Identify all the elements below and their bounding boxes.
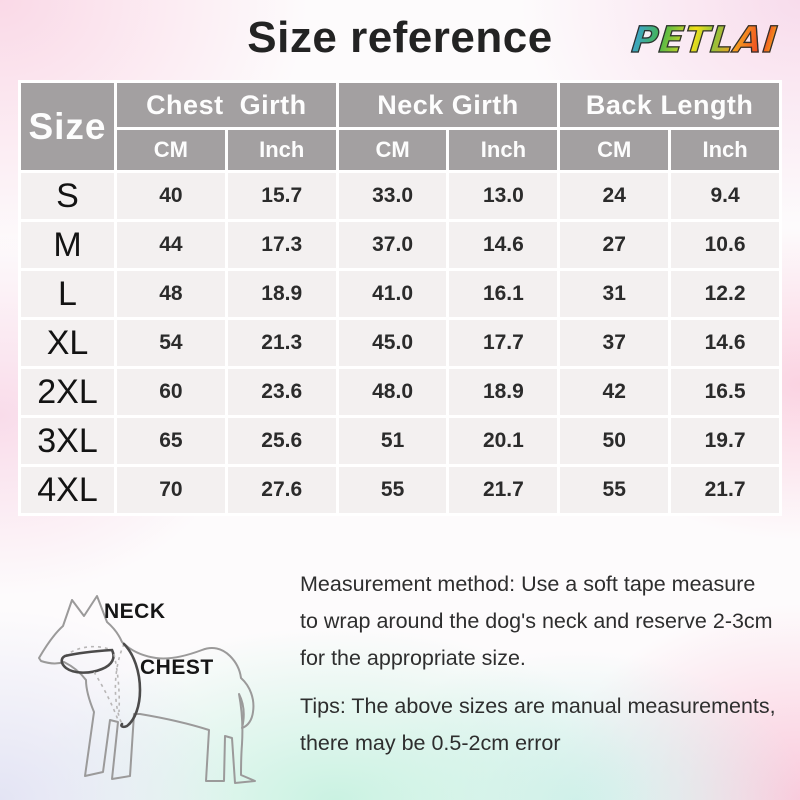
measurement-cell: 21.3 [227,320,336,366]
col-header-size: Size [21,83,114,170]
chest-label: CHEST [140,656,214,679]
measurement-cell: 51 [338,418,447,464]
measurement-cell: 48 [117,271,225,317]
measurement-cell: 21.7 [671,467,779,513]
measurement-line-2: to wrap around the dog's neck and reserv… [300,609,773,633]
measurement-cell: 16.5 [671,369,779,415]
measurement-cell: 27.6 [227,467,336,513]
col-header-chest-inch: Inch [227,130,336,170]
measurement-cell: 9.4 [671,173,779,219]
table-header-group-row: Size Chest Girth Neck Girth Back Length [21,83,779,170]
measurement-method-text: Measurement method: Use a soft tape meas… [300,566,778,677]
size-table: Size Chest Girth Neck Girth Back Length … [18,80,782,516]
col-header-neck-cm: CM [338,130,447,170]
page-title: Size reference [247,13,553,62]
size-table-body: S 40 15.7 33.0 13.0 24 9.4 M 44 17.3 37.0 14.6 27 10.… [21,173,779,513]
measurement-cell: 27 [560,222,669,268]
measurement-cell: 14.6 [671,320,779,366]
neck-label: NECK [104,600,166,623]
notes-section: Measurement method: Use a soft tape meas… [300,566,778,762]
size-label: 4XL [21,467,114,513]
measurement-cell: 31 [560,271,669,317]
table-row: M 44 17.3 37.0 14.6 27 10.6 [21,222,779,268]
measurement-cell: 13.0 [449,173,558,219]
size-label: 2XL [21,369,114,415]
size-label: S [21,173,114,219]
measurement-line-3: for the appropriate size. [300,646,526,670]
measurement-cell: 48.0 [338,369,447,415]
measurement-cell: 45.0 [338,320,447,366]
measurement-cell: 37.0 [338,222,447,268]
measurement-cell: 18.9 [449,369,558,415]
measurement-cell: 12.2 [671,271,779,317]
col-header-chest-cm: CM [117,130,225,170]
measurement-cell: 44 [117,222,225,268]
measurement-cell: 16.1 [449,271,558,317]
measurement-cell: 37 [560,320,669,366]
measurement-cell: 70 [117,467,225,513]
measurement-cell: 40 [117,173,225,219]
measurement-cell: 60 [117,369,225,415]
table-row: S 40 15.7 33.0 13.0 24 9.4 [21,173,779,219]
dog-outline-icon [38,595,256,784]
measurement-cell: 65 [117,418,225,464]
measurement-cell: 10.6 [671,222,779,268]
measurement-cell: 15.7 [227,173,336,219]
measurement-cell: 18.9 [227,271,336,317]
measurement-cell: 14.6 [449,222,558,268]
measurement-cell: 42 [560,369,669,415]
col-group-back-length: Back Length [560,83,779,127]
measurement-cell: 21.7 [449,467,558,513]
col-group-chest-girth: Chest Girth [117,83,336,127]
size-label: L [21,271,114,317]
tips-text: Tips: The above sizes are manual measure… [300,688,778,762]
measurement-cell: 17.3 [227,222,336,268]
measurement-cell: 55 [338,467,447,513]
header: Size reference PETLAI [0,8,800,72]
size-label: 3XL [21,418,114,464]
brand-logo: PETLAI [629,19,781,61]
measurement-cell: 54 [117,320,225,366]
measurement-cell: 41.0 [338,271,447,317]
measurement-cell: 17.7 [449,320,558,366]
measurement-cell: 25.6 [227,418,336,464]
measurement-cell: 19.7 [671,418,779,464]
table-row: 2XL 60 23.6 48.0 18.9 42 16.5 [21,369,779,415]
size-label: XL [21,320,114,366]
col-header-back-inch: Inch [671,130,779,170]
measurement-cell: 33.0 [338,173,447,219]
tips-line-2: there may be 0.5-2cm error [300,731,561,755]
col-group-neck-girth: Neck Girth [338,83,558,127]
size-label: M [21,222,114,268]
measurement-cell: 24 [560,173,669,219]
table-header-unit-row: CM Inch CM Inch CM Inch [21,130,779,170]
measurement-cell: 50 [560,418,669,464]
table-row: 4XL 70 27.6 55 21.7 55 21.7 [21,467,779,513]
tips-line-1: Tips: The above sizes are manual measure… [300,694,776,718]
measurement-cell: 20.1 [449,418,558,464]
table-row: 3XL 65 25.6 51 20.1 50 19.7 [21,418,779,464]
col-header-neck-inch: Inch [449,130,558,170]
table-row: L 48 18.9 41.0 16.1 31 12.2 [21,271,779,317]
table-row: XL 54 21.3 45.0 17.7 37 14.6 [21,320,779,366]
measurement-cell: 55 [560,467,669,513]
measurement-line-1: Measurement method: Use a soft tape meas… [300,572,756,596]
col-header-back-cm: CM [560,130,669,170]
measurement-cell: 23.6 [227,369,336,415]
dog-measurement-diagram: NECK CHEST [6,568,298,796]
size-table-container: Size Chest Girth Neck Girth Back Length … [18,80,782,516]
